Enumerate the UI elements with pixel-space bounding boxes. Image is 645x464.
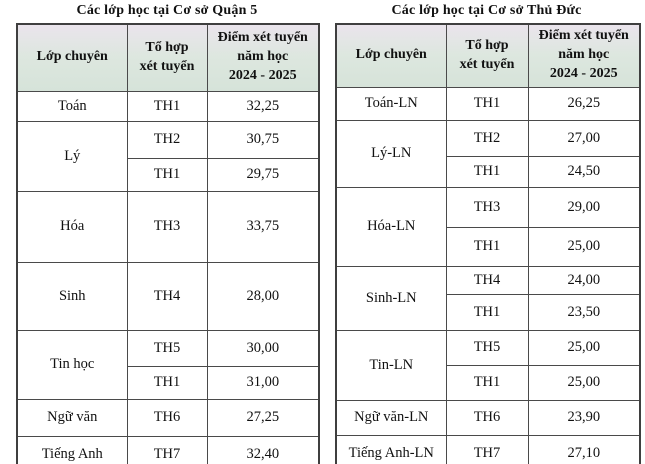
cell-subject: Tin học <box>16 329 128 400</box>
table-row: TH1 31,00 <box>17 365 320 400</box>
table-row: Ngữ văn TH6 27,25 <box>16 398 320 437</box>
header-cell-score: Điểm xét tuyển năm học 2024 - 2025 <box>527 23 641 88</box>
cell-combo: TH3 <box>126 190 208 263</box>
table-thuduc: Lớp chuyên Tổ hợp xét tuyển Điểm xét tuyể… <box>335 23 641 464</box>
cell-subject: Ngữ văn <box>16 398 128 437</box>
cell-score: 32,40 <box>206 435 320 464</box>
table-row: Tiếng Anh TH7 32,40 <box>16 435 320 464</box>
cell-subject: Hóa <box>16 190 128 263</box>
header-cell-subject: Lớp chuyên <box>16 23 128 92</box>
table-row: Ngữ văn-LN TH6 23,90 <box>335 399 641 436</box>
cell-combo: TH6 <box>126 398 208 437</box>
table-row: TH1 24,50 <box>336 155 641 188</box>
table-row: Sinh TH4 28,00 <box>16 261 320 331</box>
cell-score: 25,00 <box>527 364 641 401</box>
table-row: Toán TH1 32,25 <box>16 90 320 122</box>
table-row: Hóa-LN TH3 29,00 <box>335 186 641 267</box>
header-cell-combo: Tổ hợp xét tuyển <box>445 23 529 88</box>
cell-subject: Toán <box>16 90 128 122</box>
cell-score: 27,25 <box>206 398 320 437</box>
cell-score: 25,00 <box>527 329 641 366</box>
cell-combo: TH5 <box>445 329 529 366</box>
header-row: Lớp chuyên Tổ hợp xét tuyển Điểm xét tuyể… <box>335 23 641 88</box>
cell-subject: Sinh-LN <box>335 265 447 331</box>
cell-score: 31,00 <box>206 365 320 400</box>
cell-combo: TH7 <box>126 435 208 464</box>
cell-combo: TH2 <box>126 120 208 159</box>
cell-combo: TH1 <box>445 86 529 121</box>
cell-combo: TH6 <box>445 399 529 436</box>
cell-subject: Lý-LN <box>335 119 447 188</box>
table-row: TH1 25,00 <box>336 226 641 267</box>
table-thuduc-title: Các lớp học tại Cơ sở Thủ Đức <box>391 3 582 18</box>
header-cell-score: Điểm xét tuyển năm học 2024 - 2025 <box>206 23 320 92</box>
table-row: TH1 25,00 <box>336 364 641 401</box>
cell-combo: TH1 <box>445 364 529 401</box>
cell-score: 23,90 <box>527 399 641 436</box>
cell-score: 27,10 <box>527 434 641 464</box>
cell-subject: Tin-LN <box>335 329 447 401</box>
cell-score: 24,00 <box>527 265 641 295</box>
cell-subject: Lý <box>16 120 128 192</box>
table-row: Lý-LN TH2 27,00 <box>335 119 641 188</box>
cell-combo: TH1 <box>445 293 529 331</box>
cell-combo: TH7 <box>445 434 529 464</box>
cell-combo: TH1 <box>126 90 208 122</box>
cell-subject: Sinh <box>16 261 128 331</box>
cell-score: 30,00 <box>206 329 320 367</box>
cell-score: 28,00 <box>206 261 320 331</box>
cell-subject: Hóa-LN <box>335 186 447 267</box>
table-quan5-title: Các lớp học tại Cơ sở Quận 5 <box>76 3 258 18</box>
cell-score: 23,50 <box>527 293 641 331</box>
table-row: Tiếng Anh-LN TH7 27,10 <box>335 434 641 464</box>
cell-combo: TH3 <box>445 186 529 228</box>
cell-combo: TH1 <box>126 157 208 192</box>
table-row: Lý TH2 30,75 <box>16 120 320 192</box>
cell-score: 29,75 <box>206 157 320 192</box>
table-row: TH1 23,50 <box>336 293 641 331</box>
cell-combo: TH2 <box>445 119 529 157</box>
cell-subject: Tiếng Anh-LN <box>335 434 447 464</box>
cell-combo: TH4 <box>445 265 529 295</box>
header-cell-subject: Lớp chuyên <box>335 23 447 88</box>
cell-combo: TH1 <box>445 155 529 188</box>
cell-score: 25,00 <box>527 226 641 267</box>
table-thuduc-section: Các lớp học tại Cơ sở Thủ Đức Lớp chuyên… <box>335 0 641 464</box>
table-row: Tin-LN TH5 25,00 <box>335 329 641 401</box>
cell-combo: TH4 <box>126 261 208 331</box>
cell-score: 24,50 <box>527 155 641 188</box>
table-row: Tin học TH5 30,00 <box>16 329 320 400</box>
cell-score: 30,75 <box>206 120 320 159</box>
cell-score: 27,00 <box>527 119 641 157</box>
table-row: Hóa TH3 33,75 <box>16 190 320 263</box>
cell-score: 26,25 <box>527 86 641 121</box>
table-quan5-section: Các lớp học tại Cơ sở Quận 5 Lớp chuyên … <box>16 0 320 464</box>
header-cell-combo: Tổ hợp xét tuyển <box>126 23 208 92</box>
table-row: TH1 29,75 <box>17 157 320 192</box>
table-row: Toán-LN TH1 26,25 <box>335 86 641 121</box>
header-row: Lớp chuyên Tổ hợp xét tuyển Điểm xét tuyể… <box>16 23 320 92</box>
table-quan5: Lớp chuyên Tổ hợp xét tuyển Điểm xét tuyể… <box>16 23 320 464</box>
cell-combo: TH1 <box>445 226 529 267</box>
table-row: Sinh-LN TH4 24,00 <box>335 265 641 331</box>
cell-subject: Toán-LN <box>335 86 447 121</box>
cell-combo: TH5 <box>126 329 208 367</box>
cell-combo: TH1 <box>126 365 208 400</box>
cell-score: 33,75 <box>206 190 320 263</box>
cell-subject: Ngữ văn-LN <box>335 399 447 436</box>
cell-score: 32,25 <box>206 90 320 122</box>
cell-score: 29,00 <box>527 186 641 228</box>
cell-subject: Tiếng Anh <box>16 435 128 464</box>
